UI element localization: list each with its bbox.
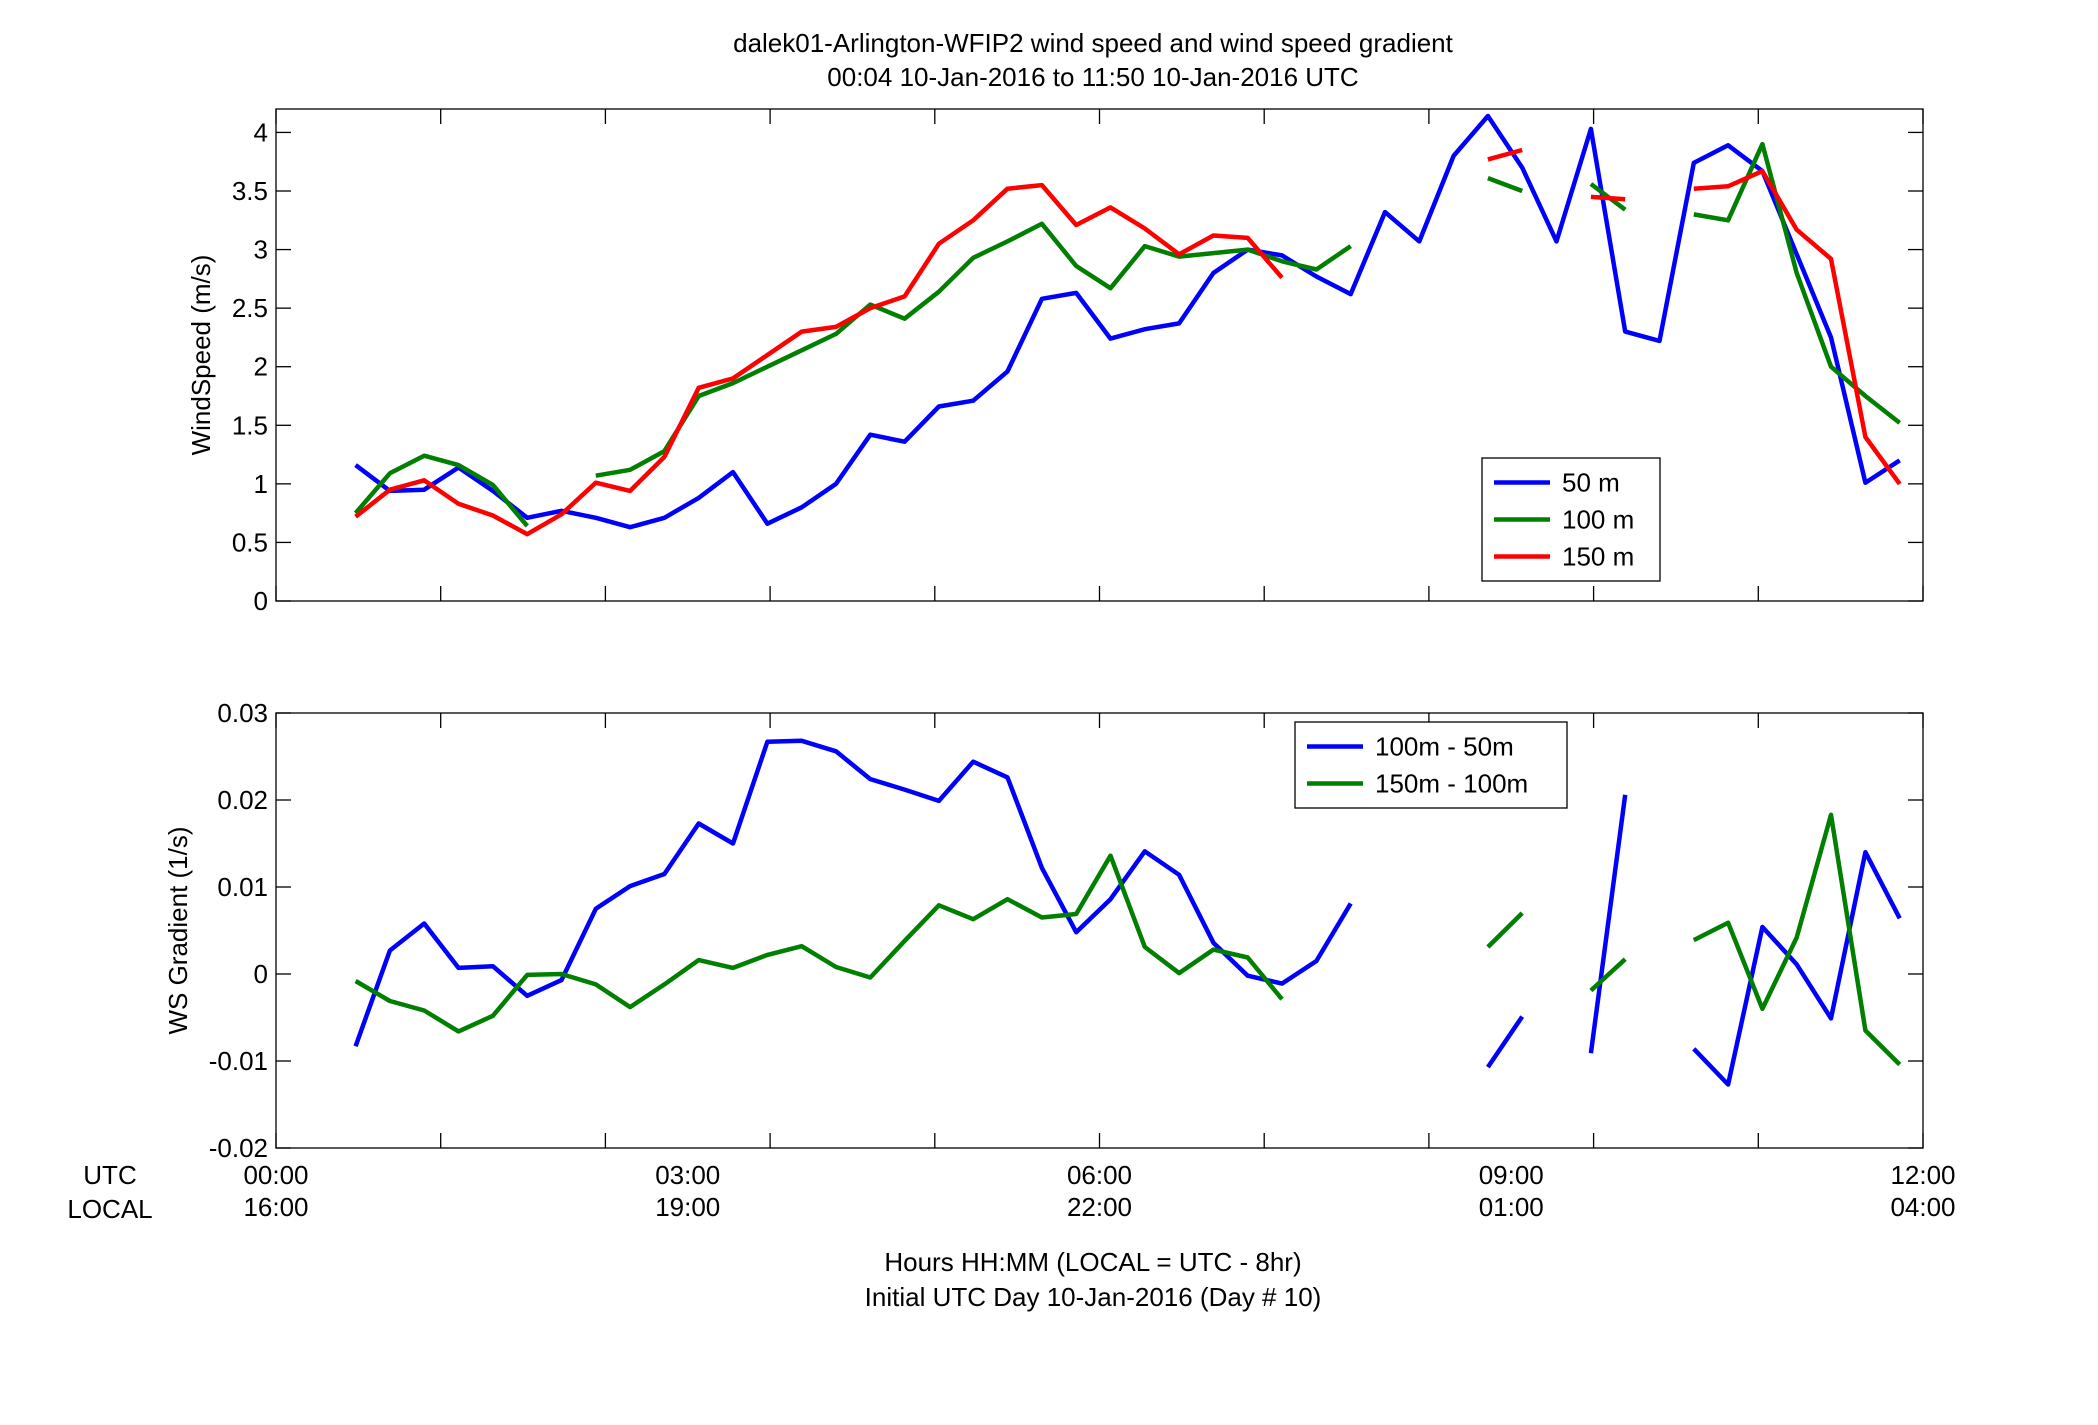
legend-entry: 50 m [1562, 468, 1620, 498]
x-axis-label: Hours HH:MM (LOCAL = UTC - 8hr) [884, 1247, 1301, 1277]
x-tick-label-utc: 03:00 [655, 1160, 720, 1190]
gradient-plot: -0.02 -0.01 0 0.01 0.02 0.03 WS Gradient (1/s)… [163, 698, 1924, 1163]
x-tick-label-local: 04:00 [1890, 1192, 1955, 1222]
x-tick-label-local: 19:00 [655, 1192, 720, 1222]
x-tick-label-local: 22:00 [1067, 1192, 1132, 1222]
y-tick-label: 0.5 [232, 527, 268, 557]
y-tick-label: -0.02 [209, 1133, 268, 1163]
legend: 50 m 100 m 150 m [1481, 457, 1661, 582]
plot-frame [275, 712, 1924, 1149]
y-tick-label: 1 [254, 469, 268, 499]
legend-entry: 150 m [1562, 542, 1634, 572]
plot-frame [275, 108, 1924, 602]
legend: 100m - 50m 150m - 100m [1294, 721, 1568, 809]
legend-entry: 150m - 100m [1375, 769, 1528, 799]
legend-entry: 100m - 50m [1375, 732, 1514, 762]
y-tick-label: 1.5 [232, 410, 268, 440]
series-line-100-m [353, 141, 1902, 528]
series-line-100m-50m [353, 738, 1902, 1087]
legend-entry: 100 m [1562, 505, 1634, 535]
x-tick-label-utc: 12:00 [1890, 1160, 1955, 1190]
legend-box [1294, 721, 1568, 809]
x-tick-label-utc: 09:00 [1479, 1160, 1544, 1190]
y-tick-label: 3 [254, 235, 268, 265]
x-tick-label-local: 16:00 [243, 1192, 308, 1222]
y-axis-label: WS Gradient (1/s) [163, 826, 193, 1034]
series-line-150-m [354, 147, 1902, 537]
y-tick-label: 4 [254, 117, 268, 147]
y-tick-label: 0.02 [217, 785, 268, 815]
figure-title: dalek01-Arlington-WFIP2 wind speed and w… [733, 28, 1454, 58]
series-line-50-m [354, 113, 1901, 530]
y-tick-label: 3.5 [232, 176, 268, 206]
y-axis-label: WindSpeed (m/s) [186, 255, 216, 456]
utc-row-label: UTC [83, 1160, 136, 1190]
y-tick-label: 0.01 [217, 872, 268, 902]
x-axis-sublabel: Initial UTC Day 10-Jan-2016 (Day # 10) [865, 1282, 1322, 1312]
figure-subtitle: 00:04 10-Jan-2016 to 11:50 10-Jan-2016 U… [827, 62, 1358, 92]
x-tick-label-local: 01:00 [1479, 1192, 1544, 1222]
x-tick-label-utc: 00:00 [243, 1160, 308, 1190]
x-tick-label-utc: 06:00 [1067, 1160, 1132, 1190]
local-row-label: LOCAL [67, 1194, 152, 1224]
y-tick-label: 2 [254, 352, 268, 382]
y-tick-label: 2.5 [232, 293, 268, 323]
y-tick-label: 0 [254, 586, 268, 616]
windspeed-plot: 0 0.5 1 1.5 2 2.5 3 3.5 4 WindSpeed (m/s) 50 m 100 … [186, 108, 1924, 616]
y-tick-label: 0 [254, 959, 268, 989]
y-tick-label: 0.03 [217, 698, 268, 728]
y-tick-label: -0.01 [209, 1046, 268, 1076]
series-line-150m-100m [354, 812, 1902, 1067]
